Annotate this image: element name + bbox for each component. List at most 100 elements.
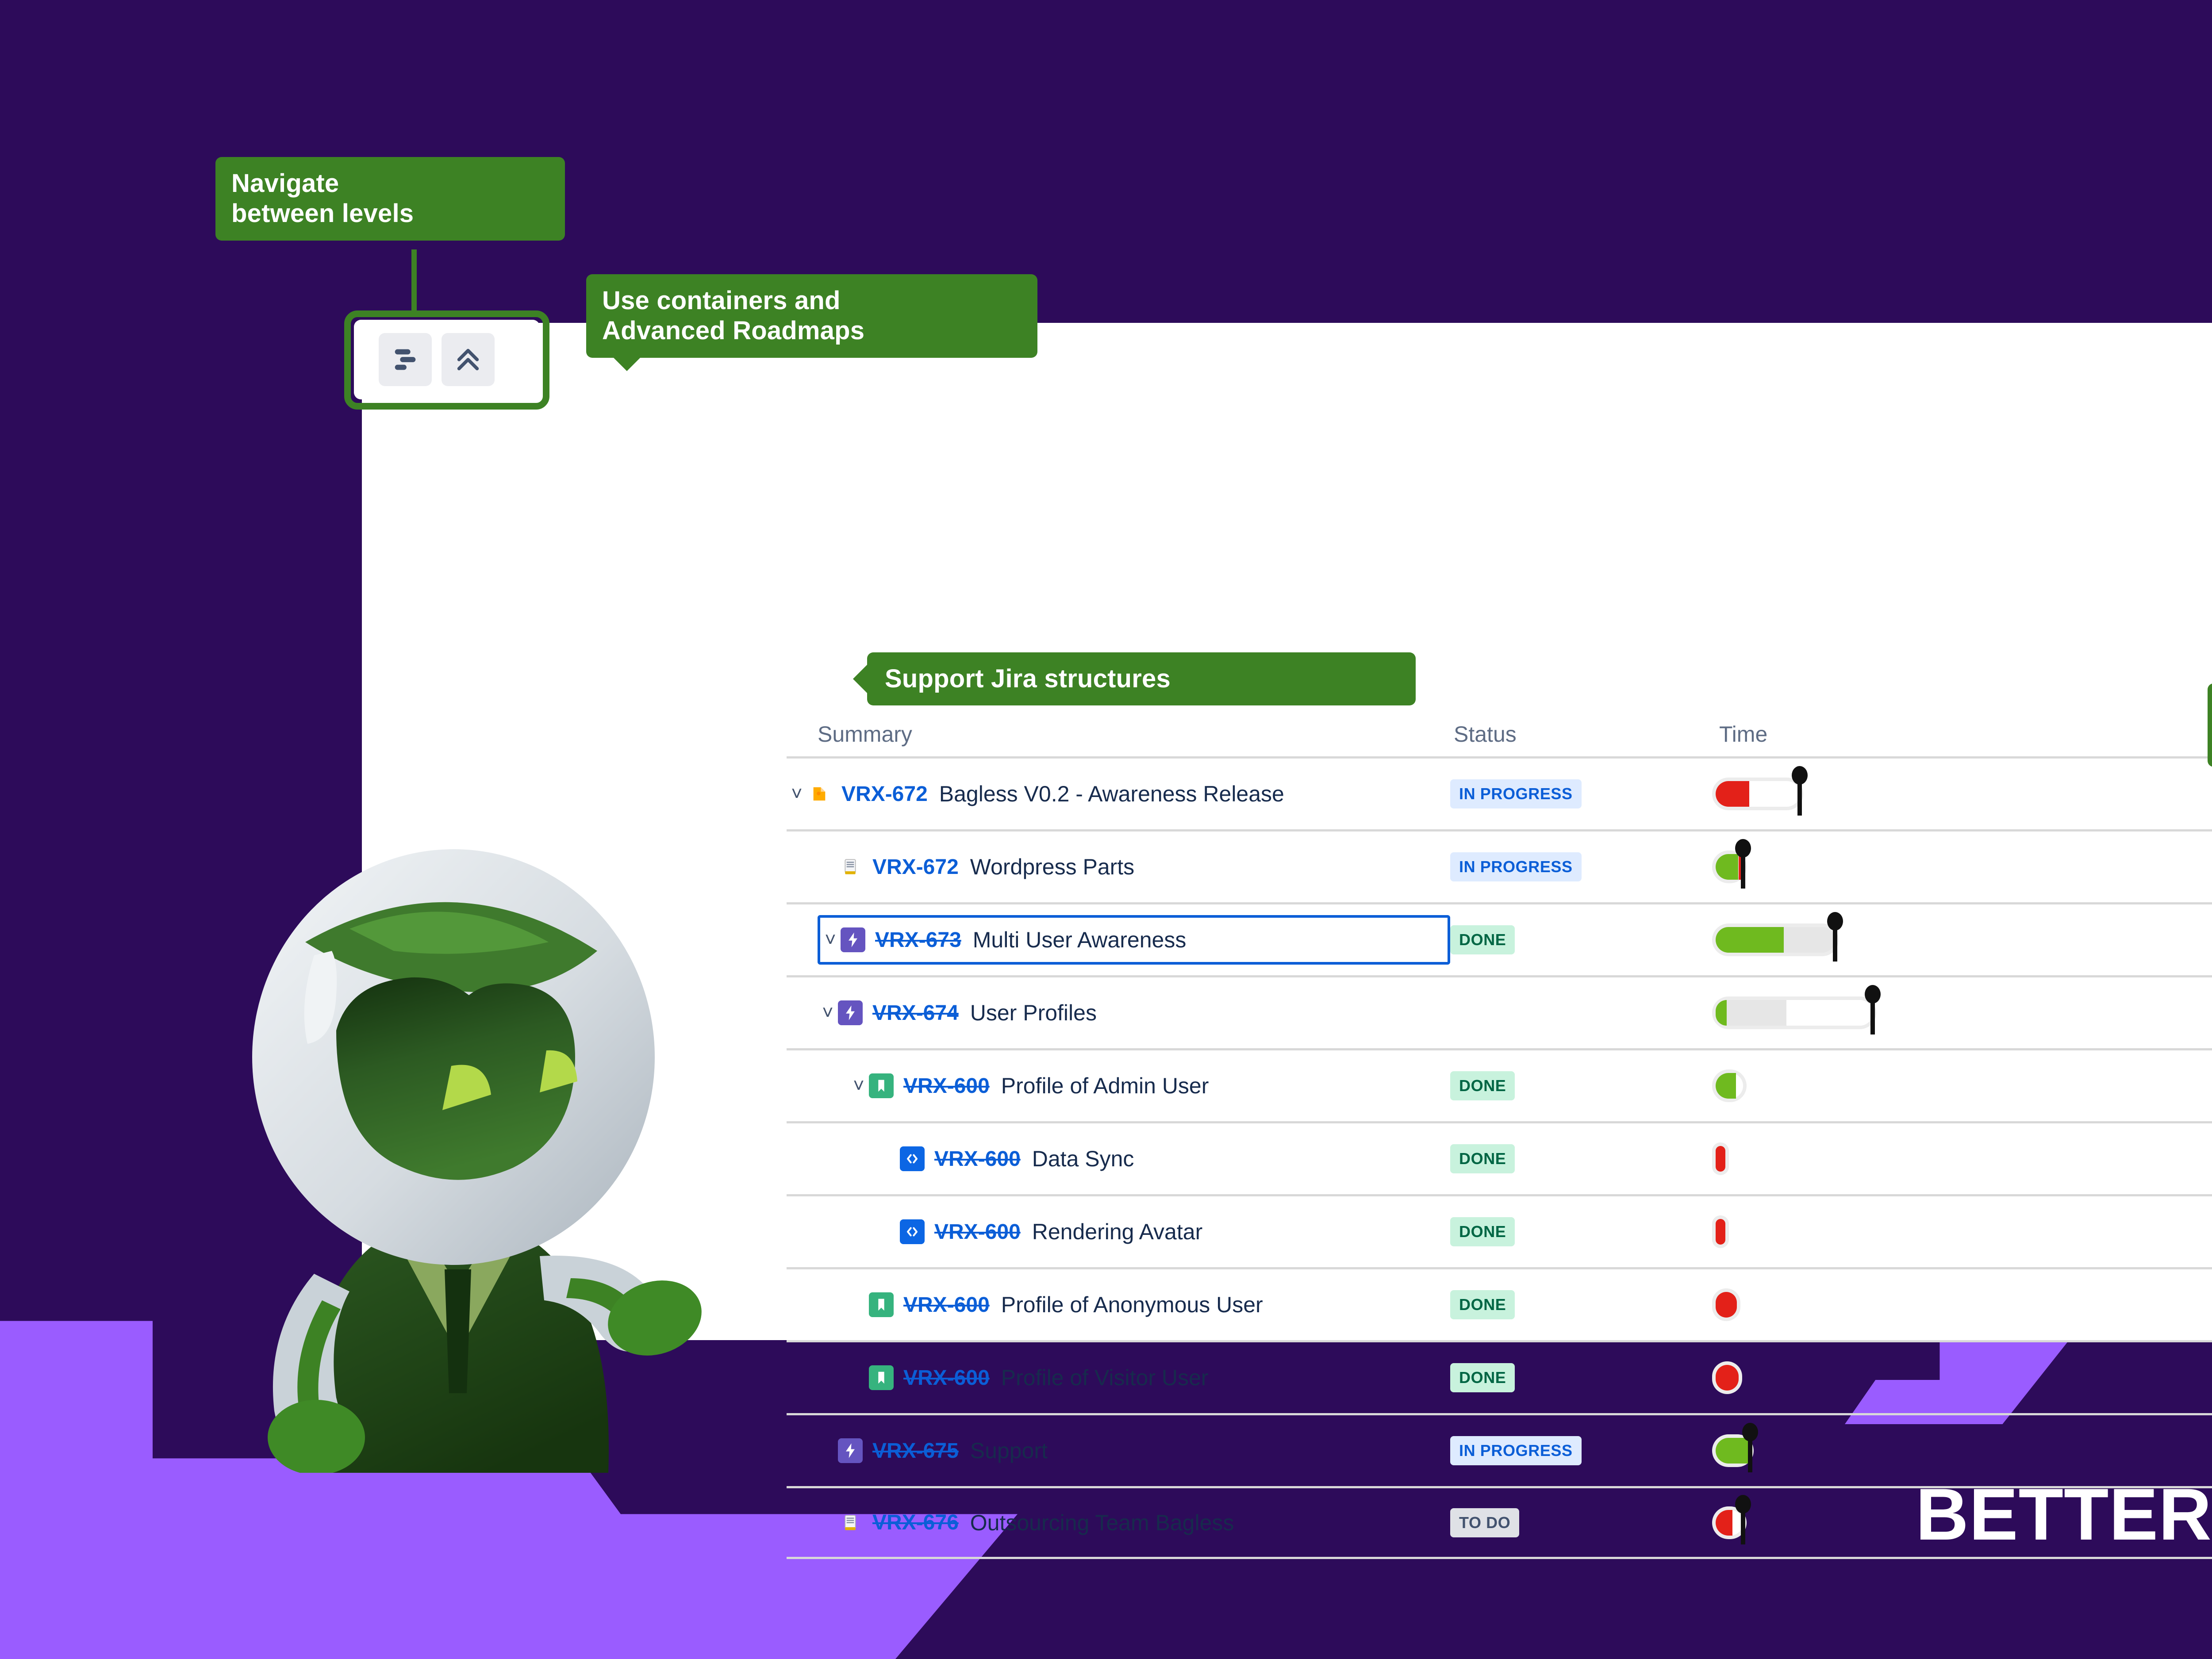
issue-key-link[interactable]: VRX-672 — [841, 782, 928, 806]
cell-status — [1450, 977, 1716, 1048]
cell-status: DONE — [1450, 1196, 1716, 1267]
chevron-down-icon[interactable]: ˅ — [853, 1075, 864, 1096]
progress-bar[interactable] — [1716, 912, 1843, 962]
callout-navigate-stem — [411, 249, 417, 316]
release-icon — [807, 782, 832, 806]
table-row[interactable]: ˅ VRX-672 Bagless V0.2 - Awareness Release… — [787, 756, 2212, 829]
issue-key-link[interactable]: VRX-672 — [872, 855, 959, 879]
summary-content: VRX-600 Profile of Visitor User — [849, 1365, 1208, 1391]
task-icon — [907, 1154, 918, 1164]
column-header-summary[interactable]: Summary — [818, 722, 912, 747]
progress-bar[interactable] — [1716, 1073, 1743, 1099]
progress-bar[interactable] — [1716, 1494, 1751, 1544]
chevron-down-icon[interactable]: ˅ — [822, 1002, 833, 1023]
progress-bar-fill — [1716, 781, 1749, 807]
status-badge[interactable]: IN PROGRESS — [1450, 779, 1582, 808]
issue-key-link[interactable]: VRX-673 — [875, 928, 961, 952]
issue-summary-text: Profile of Anonymous User — [1001, 1292, 1263, 1317]
issue-key-link[interactable]: VRX-600 — [903, 1074, 990, 1098]
column-header-time[interactable]: Time — [1719, 722, 1768, 747]
column-header-status[interactable]: Status — [1454, 722, 1517, 747]
mascot-right-hand — [608, 1280, 702, 1356]
progress-bar[interactable] — [1716, 1365, 1739, 1391]
double-chevron-up-icon — [457, 349, 479, 371]
issue-summary-text: Wordpress Parts — [970, 854, 1135, 879]
table-header-row: Summary Status Time Story Points Origina… — [787, 712, 2212, 756]
progress-bar[interactable] — [1716, 1292, 1737, 1318]
level-toolbar — [354, 320, 540, 399]
table-body: ˅ VRX-672 Bagless V0.2 - Awareness Release… — [787, 756, 2212, 1559]
collapse-all-button[interactable] — [442, 333, 495, 386]
issue-key-link[interactable]: VRX-676 — [872, 1511, 959, 1534]
epic-icon — [838, 1438, 863, 1463]
cell-status: IN PROGRESS — [1450, 831, 1716, 902]
issue-key-link[interactable]: VRX-600 — [903, 1366, 990, 1390]
cell-time-progress — [1716, 1123, 2167, 1194]
status-badge[interactable]: DONE — [1450, 925, 1515, 954]
issue-summary-text: Multi User Awareness — [972, 927, 1187, 952]
cell-status: DONE — [1450, 904, 1716, 975]
mascot-left-arm-stripe — [297, 1300, 341, 1409]
cell-summary: ˅ VRX-672 Bagless V0.2 - Awareness Release — [787, 759, 1450, 829]
chevron-down-icon[interactable]: ˅ — [825, 929, 836, 950]
cell-time-progress — [1716, 1488, 2167, 1557]
cell-time-progress — [1716, 977, 2167, 1048]
cell-status: IN PROGRESS — [1450, 1415, 1716, 1486]
issue-key-link[interactable]: VRX-600 — [934, 1147, 1021, 1171]
status-badge[interactable]: IN PROGRESS — [1450, 1436, 1582, 1465]
progress-bar-target-marker — [1865, 985, 1881, 1034]
progress-bar[interactable] — [1716, 1423, 1758, 1472]
status-badge[interactable]: DONE — [1450, 1217, 1515, 1246]
mascot-eye-left — [442, 1065, 491, 1110]
status-badge[interactable]: DONE — [1450, 1071, 1515, 1100]
issue-key-link[interactable]: VRX-675 — [872, 1439, 959, 1463]
epic-icon — [846, 1443, 855, 1458]
chevron-down-icon[interactable]: ˅ — [791, 783, 803, 805]
issue-summary-text: Data Sync — [1032, 1146, 1134, 1171]
issue-key-link[interactable]: VRX-674 — [872, 1001, 959, 1025]
progress-bar[interactable] — [1716, 1146, 1725, 1172]
story-icon — [869, 1365, 894, 1390]
status-badge[interactable]: IN PROGRESS — [1450, 852, 1582, 881]
progress-bar[interactable] — [1716, 839, 1751, 889]
callout-containers-tail — [613, 356, 641, 371]
levels-view-button[interactable] — [379, 333, 432, 386]
cell-summary: VRX-675 Support — [787, 1415, 1450, 1486]
story-icon — [878, 1372, 884, 1384]
progress-bar[interactable] — [1716, 985, 1881, 1034]
task-icon — [900, 1219, 925, 1244]
status-badge[interactable]: DONE — [1450, 1363, 1515, 1392]
progress-bar-target-marker — [1792, 766, 1808, 816]
status-badge[interactable]: DONE — [1450, 1144, 1515, 1173]
container-icon — [845, 859, 856, 874]
mascot-helmet-highlight-band — [349, 912, 549, 954]
progress-bar-target-marker — [1827, 912, 1843, 962]
cell-status: TO DO — [1450, 1488, 1716, 1557]
container-icon — [838, 1510, 863, 1535]
callout-support-text: Support Jira structures — [885, 664, 1171, 693]
progress-bar[interactable] — [1716, 1219, 1725, 1245]
progress-bar-fill — [1716, 1073, 1736, 1099]
issue-key-link[interactable]: VRX-600 — [903, 1293, 990, 1317]
callout-navigate-between-levels: Navigate between levels — [215, 157, 565, 241]
progress-bar-target-marker — [1735, 839, 1751, 889]
issue-key-link[interactable]: VRX-600 — [934, 1220, 1021, 1244]
status-badge[interactable]: DONE — [1450, 1290, 1515, 1319]
summary-content: VRX-672 Wordpress Parts — [818, 854, 1134, 880]
cell-time-progress — [1716, 1269, 2167, 1340]
progress-bar[interactable] — [1716, 766, 1808, 816]
status-badge[interactable]: TO DO — [1450, 1508, 1520, 1537]
issue-summary-text: User Profiles — [970, 1000, 1097, 1025]
mascot-tie — [445, 1269, 471, 1393]
